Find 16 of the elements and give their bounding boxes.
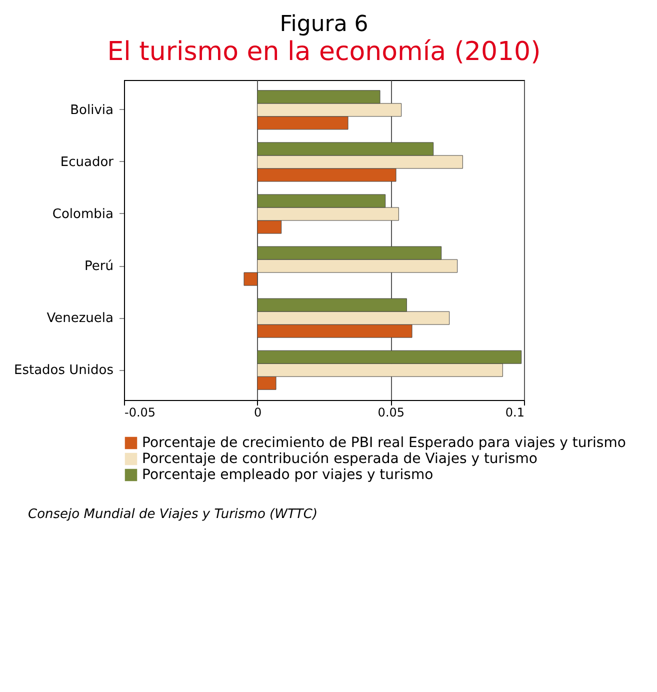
legend-label: Porcentaje empleado por viajes y turismo	[142, 467, 434, 483]
y-tick-label: Estados Unidos	[14, 363, 114, 378]
chart-title: Figura 6	[280, 12, 368, 37]
legend-label: Porcentaje de contribución esperada de Viajes y turismo	[142, 451, 538, 467]
text: Consejo Mundial de Viajes y Turismo (WTTC)	[28, 507, 319, 522]
x-tick-label: -0.05	[124, 406, 156, 420]
y-tick-label: Venezuela	[46, 311, 114, 326]
x-tick-label: 0.1	[505, 406, 524, 420]
legend-label: Porcentaje de crecimiento de PBI real Esperado para viajes y turismo	[142, 435, 626, 451]
y-tick-label: Bolivia	[70, 102, 114, 118]
x-tick-label: 0.05	[378, 406, 405, 420]
y-tick-label: Ecuador	[60, 154, 114, 170]
chart-subtitle: El turismo en la economía (2010)	[107, 37, 541, 67]
y-tick-label: Colombia	[52, 206, 114, 222]
y-tick-label: Perú	[84, 259, 114, 274]
x-tick-label: 0	[254, 406, 262, 420]
